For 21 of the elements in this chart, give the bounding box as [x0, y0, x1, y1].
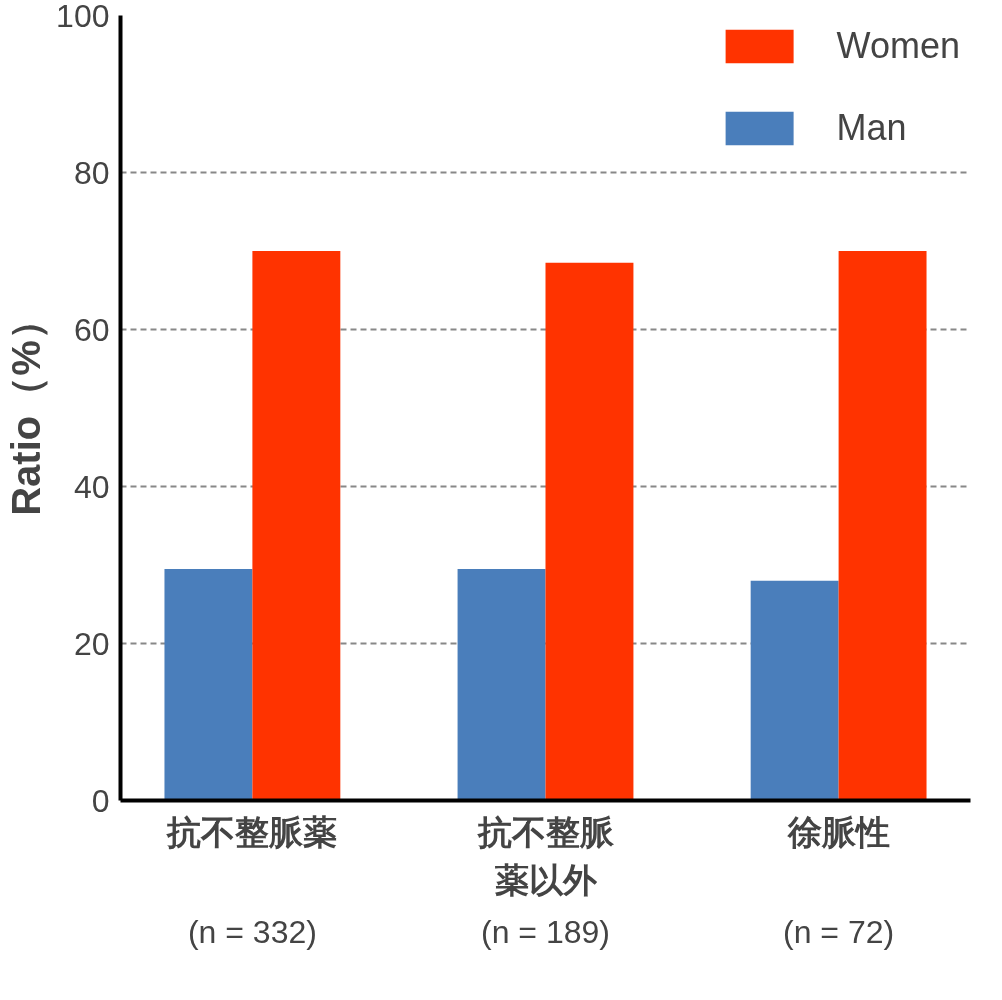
- text: (n = 189): [481, 913, 610, 950]
- legend-label: Man: [836, 107, 907, 149]
- y-tick-label: 80: [73, 154, 110, 191]
- x-tick-label: 抗不整脈薬以外: [476, 811, 615, 900]
- text: (n = 332): [187, 913, 317, 950]
- bar: [164, 568, 253, 801]
- bar: [457, 568, 546, 801]
- bar: [838, 251, 927, 801]
- x-tick-label: 抗不整脈薬: [166, 811, 338, 852]
- bar: [750, 580, 839, 801]
- y-tick-label: 60: [73, 311, 110, 348]
- y-axis-title: Ratio（%）: [4, 300, 49, 516]
- legend-label: Women: [836, 25, 960, 67]
- y-tick-label: 20: [73, 625, 110, 662]
- x-tick-label: 徐脈性: [786, 811, 890, 852]
- bar: [252, 251, 341, 801]
- y-tick-label: 100: [56, 0, 110, 34]
- text: (n = 72): [783, 913, 895, 950]
- bar: [545, 262, 634, 801]
- y-tick-label: 40: [73, 468, 110, 505]
- y-tick-label: 0: [91, 782, 110, 819]
